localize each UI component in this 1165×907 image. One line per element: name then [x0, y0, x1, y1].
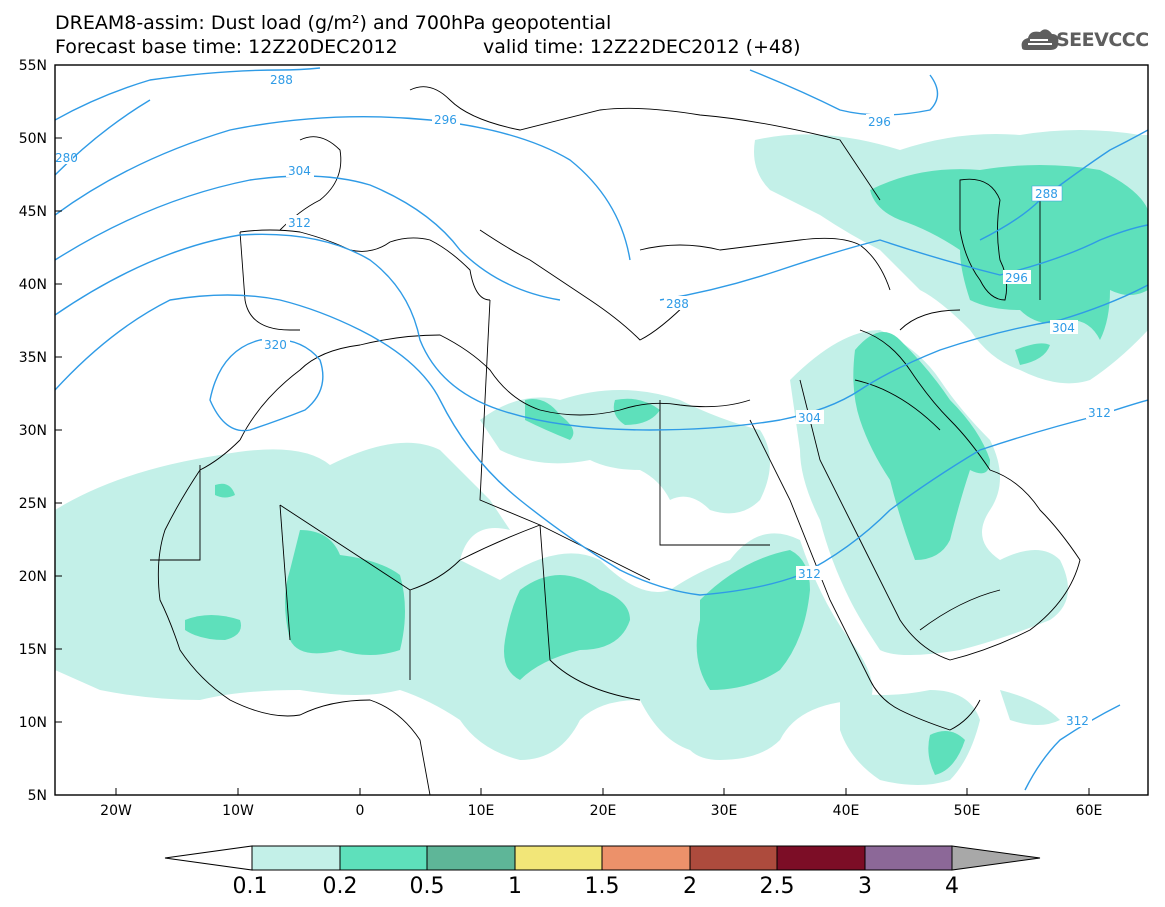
logo-text: SEEVCCC — [1056, 29, 1149, 51]
colorbar-swatch — [689, 845, 778, 871]
colorbar-label: 3 — [858, 874, 872, 899]
dust-shading — [55, 130, 1148, 785]
colorbar-label: 2 — [683, 874, 697, 899]
colorbar-label: 1 — [508, 874, 522, 899]
colorbar-low-arrow — [164, 845, 253, 871]
colorbar-swatch — [776, 845, 866, 871]
contour-label: 304 — [798, 411, 821, 425]
contour-label: 296 — [1005, 271, 1028, 285]
colorbar-labels: 0.1 0.2 0.5 1 1.5 2 2.5 3 4 — [233, 874, 960, 899]
contour-label: 296 — [434, 113, 457, 127]
colorbar-swatch — [864, 845, 953, 871]
colorbar-label: 4 — [945, 874, 959, 899]
dust-medium-areas — [185, 165, 1148, 775]
seevccc-cloud-logo-icon — [1021, 29, 1059, 50]
contour-label: 304 — [288, 164, 311, 178]
lon-label: 0 — [356, 803, 365, 819]
map-title: DREAM8-assim: Dust load (g/m²) and 700hP… — [55, 12, 612, 34]
valid-time: valid time: 12Z22DEC2012 (+48) — [483, 36, 801, 58]
contour-label: 312 — [1088, 406, 1111, 420]
contour-label: 288 — [1035, 187, 1058, 201]
lat-ticks — [55, 137, 62, 723]
lat-label: 15N — [19, 642, 47, 658]
lat-label: 45N — [19, 204, 47, 220]
lon-label: 60E — [1076, 803, 1103, 819]
lat-label: 50N — [19, 131, 47, 147]
colorbar-label: 2.5 — [760, 874, 795, 899]
lon-ticks — [115, 788, 1090, 795]
colorbar-label: 0.1 — [233, 874, 268, 899]
lat-label: 10N — [19, 715, 47, 731]
lon-label: 30E — [711, 803, 738, 819]
colorbar-swatch — [339, 845, 428, 871]
contour-label: 304 — [1052, 321, 1075, 335]
lat-label: 35N — [19, 350, 47, 366]
colorbar-label: 1.5 — [585, 874, 620, 899]
colorbar-swatch — [514, 845, 603, 871]
colorbar-swatch — [601, 845, 691, 871]
lat-label: 40N — [19, 277, 47, 293]
lon-label: 20W — [100, 803, 132, 819]
contour-label: 288 — [270, 73, 293, 87]
latitude-labels: 55N 50N 45N 40N 35N 30N 25N 20N 15N 10N … — [19, 58, 47, 804]
colorbar-label: 0.5 — [410, 874, 445, 899]
colorbar-swatch — [251, 845, 341, 871]
contour-label: 288 — [666, 297, 689, 311]
lon-label: 10W — [222, 803, 254, 819]
contour-label: 280 — [55, 151, 78, 165]
lat-label: 20N — [19, 569, 47, 585]
lat-label: 30N — [19, 423, 47, 439]
colorbar-label: 0.2 — [323, 874, 358, 899]
lon-label: 40E — [833, 803, 860, 819]
longitude-labels: 20W 10W 0 10E 20E 30E 40E 50E 60E — [100, 803, 1102, 819]
lat-label: 55N — [19, 58, 47, 74]
forecast-base-time: Forecast base time: 12Z20DEC2012 — [55, 36, 398, 58]
contour-label: 312 — [288, 216, 311, 230]
coastlines-and-borders — [150, 86, 1081, 795]
lon-label: 10E — [468, 803, 495, 819]
contour-label: 320 — [264, 338, 287, 352]
contour-label: 312 — [798, 567, 821, 581]
colorbar — [164, 845, 1041, 871]
contour-label: 312 — [1066, 714, 1089, 728]
contour-label: 296 — [868, 115, 891, 129]
lon-label: 20E — [590, 803, 617, 819]
colorbar-high-arrow — [951, 845, 1041, 871]
contour-labels: 288 280 296 304 312 320 296 288 296 304 … — [55, 72, 1114, 728]
colorbar-swatch — [426, 845, 516, 871]
lat-label: 25N — [19, 496, 47, 512]
lon-label: 50E — [954, 803, 981, 819]
lat-label: 5N — [28, 788, 47, 804]
